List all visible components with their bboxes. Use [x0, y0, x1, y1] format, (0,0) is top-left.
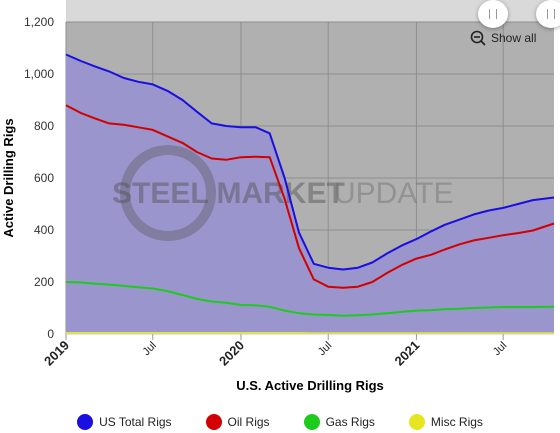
range-handle-right[interactable]	[536, 0, 560, 28]
x-tick-label: 2020	[216, 338, 247, 369]
show-all-label: Show all	[491, 31, 537, 45]
y-tick-label: 200	[34, 275, 54, 289]
y-tick-label: 400	[34, 223, 54, 237]
legend: US Total Rigs Oil Rigs Gas Rigs Misc Rig…	[0, 412, 560, 432]
legend-swatch-us-total	[77, 414, 94, 430]
area-us-total-rigs	[66, 54, 554, 334]
x-tick-label: 2019	[41, 338, 72, 369]
legend-swatch-oil	[205, 414, 222, 430]
watermark-logo-ring	[120, 145, 216, 241]
x-tick-label: Jul	[140, 340, 158, 358]
legend-item-us-total[interactable]: US Total Rigs	[77, 412, 172, 432]
legend-label-misc: Misc Rigs	[430, 415, 483, 429]
y-tick-label: 0	[47, 327, 54, 341]
legend-swatch-gas	[303, 414, 320, 430]
x-axis-title: U.S. Active Drilling Rigs	[236, 378, 384, 393]
y-tick-label: 800	[34, 119, 54, 133]
x-tick-label: Jul	[316, 340, 334, 358]
watermark-text-light: UPDATE	[334, 177, 453, 210]
legend-swatch-misc	[408, 414, 425, 430]
legend-label-oil: Oil Rigs	[227, 415, 270, 429]
range-handle-left[interactable]	[478, 0, 508, 28]
zoom-out-icon	[470, 30, 486, 46]
legend-item-misc[interactable]: Misc Rigs	[408, 412, 483, 432]
y-tick-label: 600	[34, 171, 54, 185]
watermark: STEEL MARKET UPDATE	[112, 145, 453, 241]
watermark-text-bold: STEEL MARKET	[112, 177, 345, 210]
y-tick-label: 1,000	[24, 67, 54, 81]
line-us-total-rigs[interactable]	[65, 53, 555, 271]
x-axis-ticks: 2019 Jul 2020 Jul 2021 Jul	[41, 334, 509, 369]
x-tick-label: 2021	[391, 338, 422, 369]
legend-label-us-total: US Total Rigs	[99, 415, 172, 429]
zoom-navigator-band[interactable]	[66, 0, 554, 22]
legend-item-oil[interactable]: Oil Rigs	[205, 412, 270, 432]
legend-item-gas[interactable]: Gas Rigs	[303, 412, 375, 432]
area-fill	[66, 54, 554, 334]
legend-label-gas: Gas Rigs	[325, 415, 375, 429]
y-tick-label: 1,200	[24, 15, 54, 29]
y-axis-ticks: 0 200 400 600 800 1,000 1,200	[24, 15, 54, 341]
series-lines	[65, 53, 555, 335]
y-axis-title: Active Drilling Rigs	[1, 118, 16, 237]
line-gas-rigs[interactable]	[65, 281, 555, 317]
line-oil-rigs[interactable]	[65, 104, 555, 289]
show-all-button[interactable]: Show all	[470, 30, 536, 46]
x-tick-label: Jul	[491, 340, 509, 358]
